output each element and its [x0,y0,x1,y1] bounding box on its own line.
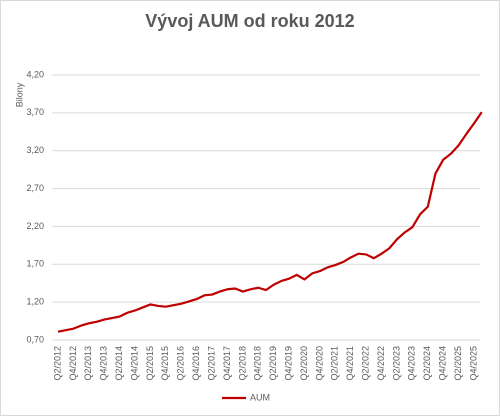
x-tick-label: Q2/2019 [268,346,278,381]
y-tick-label: 0,70 [26,334,44,344]
x-tick-label: Q2/2024 [422,346,432,381]
x-tick-label: Q2/2020 [299,346,309,381]
x-tick-label: Q2/2021 [330,346,340,381]
x-tick-label: Q2/2016 [176,346,186,381]
x-tick-label: Q4/2013 [99,346,109,381]
chart-title: Vývoj AUM od roku 2012 [145,11,354,31]
x-tick-label: Q2/2018 [237,346,247,381]
y-tick-label: 2,70 [26,183,44,193]
x-tick-label: Q4/2019 [283,346,293,381]
data-line [57,111,483,333]
x-tick-label: Q4/2012 [68,346,78,381]
x-tick-label: Q4/2015 [160,346,170,381]
x-tick-label: Q4/2018 [253,346,263,381]
x-tick-label: Q4/2017 [222,346,232,381]
y-tick-label: 2,20 [26,221,44,231]
x-tick-label: Q2/2022 [361,346,371,381]
legend-label: AUM [250,392,270,402]
y-tick-label: 1,20 [26,297,44,307]
x-tick-label: Q2/2017 [206,346,216,381]
x-tick-label: Q4/2022 [376,346,386,381]
x-tick-label: Q4/2024 [438,346,448,381]
x-tick-label: Q4/2023 [407,346,417,381]
x-tick-label: Q4/2014 [129,346,139,381]
x-tick-label: Q4/2020 [314,346,324,381]
x-tick-label: Q4/2025 [468,346,478,381]
y-tick-label: 4,20 [26,69,44,79]
y-tick-label: 1,70 [26,259,44,269]
x-tick-label: Q2/2023 [391,346,401,381]
y-axis-label: Bilony [14,82,24,107]
x-tick-label: Q4/2016 [191,346,201,381]
x-tick-label: Q2/2015 [145,346,155,381]
y-tick-label: 3,70 [26,107,44,117]
x-tick-label: Q2/2014 [114,346,124,381]
x-tick-label: Q2/2013 [83,346,93,381]
x-tick-label: Q4/2021 [345,346,355,381]
x-tick-label: Q2/2012 [52,346,62,381]
y-tick-label: 3,20 [26,145,44,155]
x-tick-label: Q2/2025 [453,346,463,381]
